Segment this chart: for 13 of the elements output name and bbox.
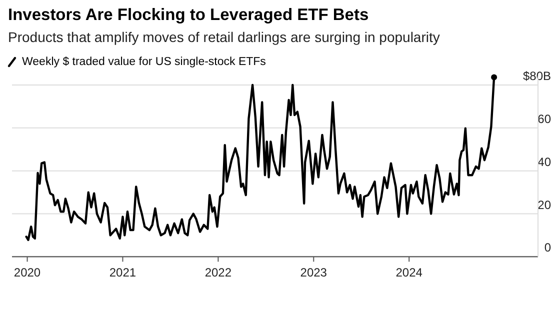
chart-title: Investors Are Flocking to Leveraged ETF Bets <box>8 6 369 24</box>
x-tick-label: 2024 <box>396 266 423 280</box>
x-tick-label: 2020 <box>14 266 41 280</box>
y-tick-label: $80B <box>522 69 551 83</box>
y-tick-label: 0 <box>544 240 552 255</box>
y-tick-label: 40 <box>538 154 552 169</box>
x-tick-label: 2021 <box>109 266 136 280</box>
y-tick-label: 20 <box>538 198 552 212</box>
legend-label: Weekly $ traded value for US single-stock ETFs <box>22 56 266 68</box>
x-tick-label: 2023 <box>300 266 328 280</box>
x-tick-label: 2022 <box>204 266 232 280</box>
y-tick-label: 60 <box>538 112 552 126</box>
chart-subtitle: Products that amplify moves of retail darlings are surging in popularity <box>8 29 440 45</box>
